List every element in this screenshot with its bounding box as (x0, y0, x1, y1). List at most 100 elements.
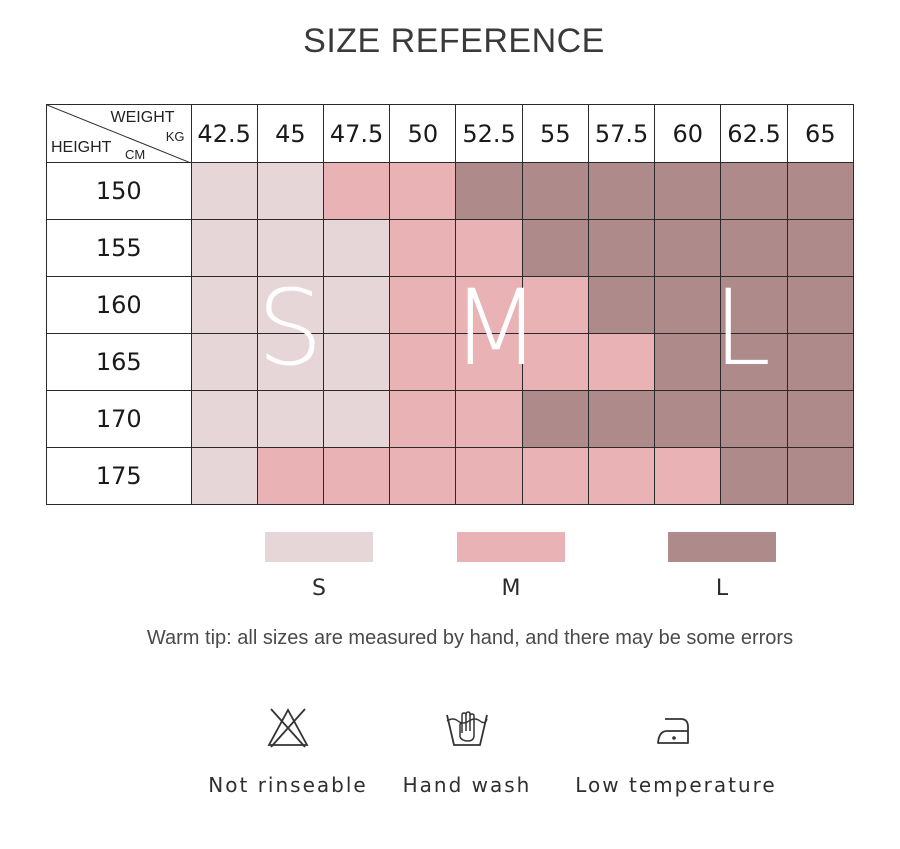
size-cell-l (786, 390, 855, 448)
size-cell-l (786, 219, 855, 277)
size-cell-s (322, 390, 391, 448)
size-cell-l (654, 333, 722, 391)
size-cell-m (389, 162, 457, 220)
height-header: 155 (46, 219, 192, 277)
table-row: 175 (46, 447, 855, 505)
size-cell-l (786, 276, 855, 334)
size-cell-m (322, 447, 391, 505)
size-cell-l (587, 276, 656, 334)
size-cell-l (786, 162, 855, 220)
table-corner-header: WEIGHT KG HEIGHT CM (46, 104, 192, 163)
size-cell-l (521, 390, 589, 448)
size-table: WEIGHT KG HEIGHT CM 42.5 45 47.5 50 52.5… (46, 104, 855, 505)
height-header: 170 (46, 390, 192, 448)
size-cell-s (256, 219, 325, 277)
size-cell-s (190, 276, 258, 334)
size-cell-s (190, 333, 258, 391)
size-cell-m (654, 447, 722, 505)
size-cell-m (455, 447, 523, 505)
size-cell-m (521, 447, 589, 505)
size-cell-m (521, 333, 589, 391)
no-bleach-icon (267, 708, 309, 748)
legend-label-l: L (715, 576, 729, 601)
legend-swatch-m (457, 532, 565, 562)
size-cell-l (521, 162, 589, 220)
size-cell-m (587, 447, 656, 505)
height-header: 150 (46, 162, 192, 220)
size-cell-l (720, 447, 788, 505)
care-item-low-temperature: Low temperature (566, 705, 786, 797)
size-cell-m (455, 276, 523, 334)
weight-header: 55 (521, 104, 589, 163)
weight-header: 65 (786, 104, 855, 163)
weight-axis-label: WEIGHT (110, 109, 175, 126)
table-row: 170 (46, 390, 855, 448)
care-label: Hand wash (402, 773, 532, 797)
size-cell-l (587, 219, 656, 277)
size-cell-s (256, 162, 325, 220)
weight-header: 50 (389, 104, 457, 163)
corner-diagonal-line (47, 105, 191, 163)
weight-header: 60 (654, 104, 722, 163)
size-cell-m (455, 333, 523, 391)
size-cell-l (587, 162, 656, 220)
size-cell-l (720, 276, 788, 334)
size-cell-l (654, 390, 722, 448)
size-cell-s (256, 390, 325, 448)
size-cell-m (256, 447, 325, 505)
weight-unit-label: KG (165, 129, 185, 144)
size-cell-m (322, 162, 391, 220)
size-cell-l (786, 447, 855, 505)
size-cell-s (190, 219, 258, 277)
legend-label-m: M (501, 576, 521, 601)
size-cell-m (455, 219, 523, 277)
size-cell-m (389, 333, 457, 391)
height-axis-label: HEIGHT (51, 139, 112, 156)
size-cell-m (389, 390, 457, 448)
size-cell-l (720, 390, 788, 448)
size-cell-s (322, 219, 391, 277)
page-title: SIZE REFERENCE (303, 22, 605, 60)
height-header: 160 (46, 276, 192, 334)
care-item-hand-wash: Hand wash (357, 705, 577, 797)
size-cell-s (190, 162, 258, 220)
hand-wash-icon (446, 711, 488, 746)
weight-header: 45 (256, 104, 325, 163)
size-cell-l (786, 333, 855, 391)
size-cell-l (455, 162, 523, 220)
size-cell-l (654, 219, 722, 277)
care-item-not-rinseable: Not rinseable (178, 705, 398, 797)
weight-header-row: WEIGHT KG HEIGHT CM 42.5 45 47.5 50 52.5… (46, 104, 855, 163)
weight-header: 47.5 (322, 104, 391, 163)
size-cell-l (587, 390, 656, 448)
weight-header: 57.5 (587, 104, 656, 163)
size-chart: WEIGHT KG HEIGHT CM 42.5 45 47.5 50 52.5… (46, 104, 855, 505)
size-cell-s (190, 390, 258, 448)
height-header: 175 (46, 447, 192, 505)
size-cell-l (654, 162, 722, 220)
size-cell-s (190, 447, 258, 505)
weight-header: 42.5 (190, 104, 258, 163)
legend-label-s: S (312, 576, 326, 601)
care-label: Low temperature (575, 773, 777, 797)
size-cell-s (322, 276, 391, 334)
table-row: 165 (46, 333, 855, 391)
height-header: 165 (46, 333, 192, 391)
table-row: 155 (46, 219, 855, 277)
size-cell-l (521, 219, 589, 277)
legend-swatch-s (265, 532, 373, 562)
care-label: Not rinseable (208, 773, 368, 797)
height-unit-label: CM (125, 147, 146, 162)
size-cell-m (389, 447, 457, 505)
size-cell-s (256, 276, 325, 334)
table-row: 150 (46, 162, 855, 220)
table-row: 160 (46, 276, 855, 334)
weight-header: 52.5 (455, 104, 523, 163)
size-cell-l (720, 333, 788, 391)
legend-swatch-l (668, 532, 776, 562)
size-cell-m (521, 276, 589, 334)
size-cell-l (720, 162, 788, 220)
size-cell-s (256, 333, 325, 391)
size-cell-m (587, 333, 656, 391)
size-cell-m (389, 276, 457, 334)
